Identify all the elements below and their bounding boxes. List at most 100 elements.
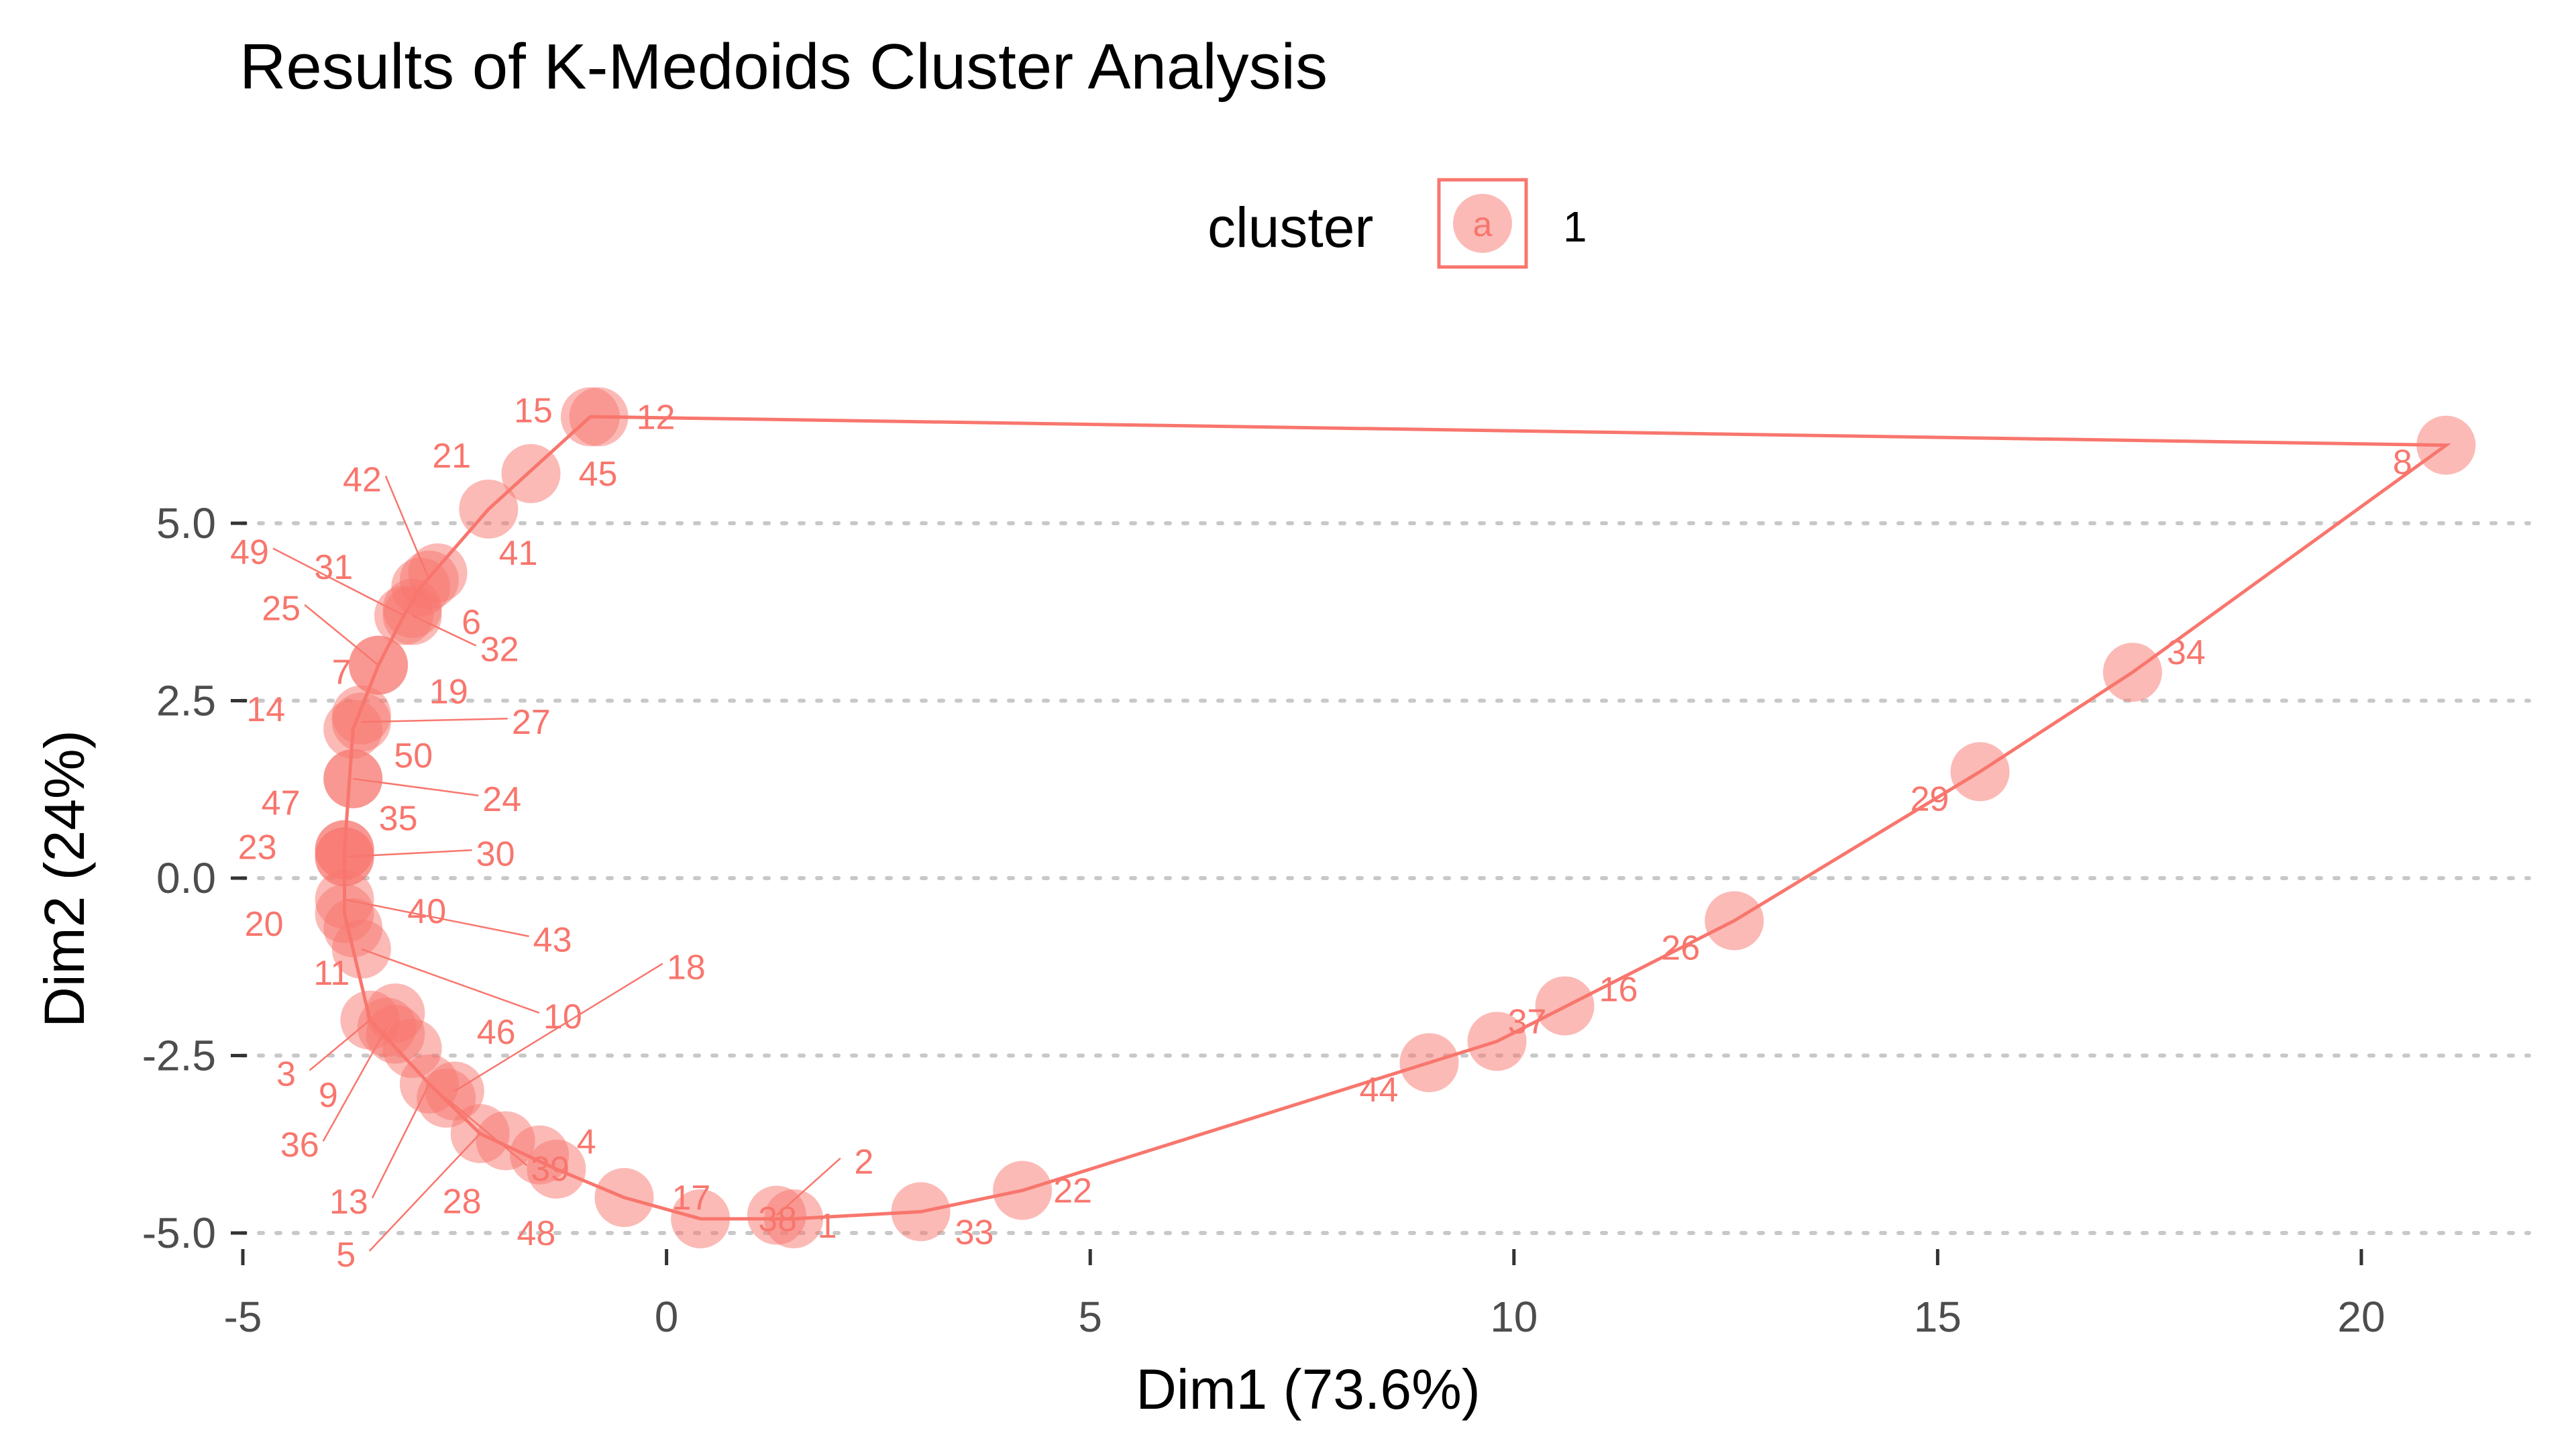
- point-label: 42: [343, 461, 382, 500]
- point-label: 23: [238, 828, 277, 867]
- point-label: 9: [319, 1076, 338, 1115]
- label-leader-line: [322, 1026, 388, 1142]
- legend-entry-label: 1: [1563, 203, 1587, 251]
- point-label: 19: [429, 673, 468, 712]
- legend-key-box: [1437, 178, 1528, 269]
- point-label: 22: [1053, 1172, 1092, 1211]
- point-labels: 1234567891011121314151617181920212223242…: [230, 391, 2412, 1275]
- point-label: 12: [637, 398, 676, 437]
- x-tick-label: 20: [2337, 1293, 2385, 1341]
- point-label: 41: [499, 534, 538, 573]
- point-label: 10: [543, 998, 582, 1036]
- data-point: [476, 1111, 535, 1171]
- point-label: 44: [1360, 1071, 1399, 1110]
- point-label: 39: [531, 1150, 570, 1189]
- axes: -5 0 5 10 15 20-5.0-2.50.02.55.0: [142, 499, 2385, 1341]
- point-label: 26: [1661, 928, 1700, 967]
- point-label: 46: [477, 1013, 516, 1052]
- data-point: [315, 820, 374, 879]
- label-leader-line: [445, 1097, 527, 1166]
- point-label: 36: [280, 1126, 319, 1165]
- legend-title: cluster: [1208, 196, 1373, 259]
- label-leader-line: [384, 476, 431, 581]
- y-tick-label: -5.0: [142, 1209, 216, 1257]
- data-point: [993, 1161, 1053, 1220]
- data-point: [1535, 976, 1595, 1036]
- data-point: [1399, 1033, 1459, 1093]
- point-label: 13: [329, 1183, 368, 1222]
- label-leader-line: [344, 849, 472, 858]
- data-point: [891, 1182, 951, 1242]
- point-label: 16: [1599, 970, 1638, 1009]
- data-point: [2102, 643, 2162, 702]
- label-leaders: [272, 476, 841, 1252]
- legend: cluster a 1: [1208, 178, 1587, 269]
- x-tick-label: 10: [1490, 1293, 1538, 1341]
- data-point: [671, 1189, 731, 1248]
- chart-title: Results of K-Medoids Cluster Analysis: [239, 31, 1328, 103]
- label-leader-line: [368, 1133, 481, 1252]
- label-leader-line: [361, 717, 508, 723]
- x-tick-label: 0: [655, 1293, 679, 1341]
- point-label: 31: [314, 548, 353, 587]
- x-tick-label: -5: [224, 1293, 262, 1341]
- label-leader-line: [775, 1157, 841, 1216]
- point-label: 38: [758, 1200, 797, 1239]
- point-label: 43: [533, 921, 572, 960]
- data-point: [459, 479, 519, 539]
- label-leader-line: [309, 1019, 371, 1071]
- point-label: 6: [462, 603, 481, 642]
- point-label: 11: [313, 954, 350, 993]
- point-label: 47: [262, 784, 301, 823]
- data-points: [315, 387, 2476, 1248]
- point-label: 21: [432, 437, 471, 476]
- point-label: 7: [332, 653, 352, 692]
- legend-key-glyph: a: [1473, 205, 1493, 244]
- label-leader-line: [344, 898, 529, 937]
- point-label: 3: [276, 1055, 296, 1094]
- y-axis-title: Dim2 (24%): [33, 730, 96, 1027]
- x-tick-label: 15: [1914, 1293, 1962, 1341]
- point-label: 17: [672, 1179, 711, 1218]
- point-label: 27: [512, 703, 551, 742]
- point-label: 30: [476, 835, 515, 873]
- point-label: 37: [1508, 1002, 1547, 1041]
- point-label: 40: [407, 892, 446, 931]
- point-label: 32: [480, 631, 519, 669]
- point-label: 5: [336, 1236, 356, 1275]
- y-tick-label: -2.5: [142, 1032, 216, 1080]
- data-point: [560, 387, 620, 447]
- label-leader-line: [353, 777, 479, 797]
- x-axis-title: Dim1 (73.6%): [1136, 1358, 1480, 1421]
- point-label: 45: [579, 455, 618, 494]
- point-label: 29: [1911, 780, 1949, 818]
- point-label: 33: [955, 1213, 994, 1252]
- point-label: 28: [443, 1182, 482, 1221]
- point-label: 2: [854, 1143, 873, 1182]
- point-label: 1: [818, 1207, 837, 1246]
- point-label: 48: [517, 1214, 555, 1253]
- label-leader-line: [454, 963, 663, 1092]
- point-label: 35: [379, 800, 418, 839]
- point-label: 20: [245, 905, 284, 944]
- label-leader-line: [371, 1083, 431, 1199]
- point-label: 14: [246, 690, 285, 729]
- point-label: 15: [514, 391, 553, 430]
- data-point: [1467, 1012, 1527, 1071]
- data-point: [2416, 415, 2476, 475]
- point-label: 25: [262, 590, 301, 629]
- data-point: [527, 1139, 586, 1199]
- point-label: 49: [230, 533, 269, 572]
- label-leader-line: [272, 547, 405, 616]
- label-leader-line: [412, 614, 477, 647]
- data-point: [501, 443, 561, 503]
- y-tick-label: 5.0: [156, 499, 216, 547]
- data-point: [1705, 891, 1764, 951]
- data-point: [1950, 742, 2010, 802]
- point-label: 50: [394, 737, 433, 775]
- label-leader-line: [304, 604, 379, 666]
- legend-key-point: [1453, 194, 1512, 253]
- point-label: 34: [2167, 633, 2206, 672]
- data-point: [382, 1018, 442, 1078]
